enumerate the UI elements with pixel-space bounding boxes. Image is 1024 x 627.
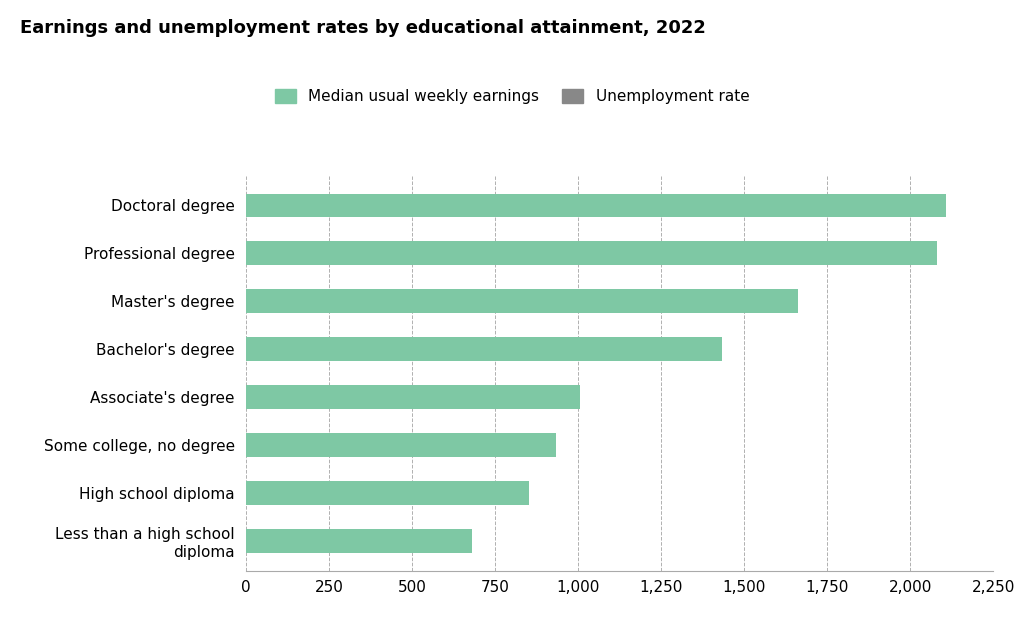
- Bar: [246, 194, 946, 218]
- Legend: Median usual weekly earnings, Unemployment rate: Median usual weekly earnings, Unemployme…: [274, 89, 750, 104]
- Bar: [246, 481, 529, 505]
- Bar: [246, 529, 472, 552]
- Text: Earnings and unemployment rates by educational attainment, 2022: Earnings and unemployment rates by educa…: [20, 19, 707, 37]
- Bar: [246, 385, 580, 409]
- Bar: [246, 241, 937, 265]
- Bar: [246, 337, 722, 361]
- Bar: [246, 289, 798, 314]
- Bar: [246, 433, 556, 457]
